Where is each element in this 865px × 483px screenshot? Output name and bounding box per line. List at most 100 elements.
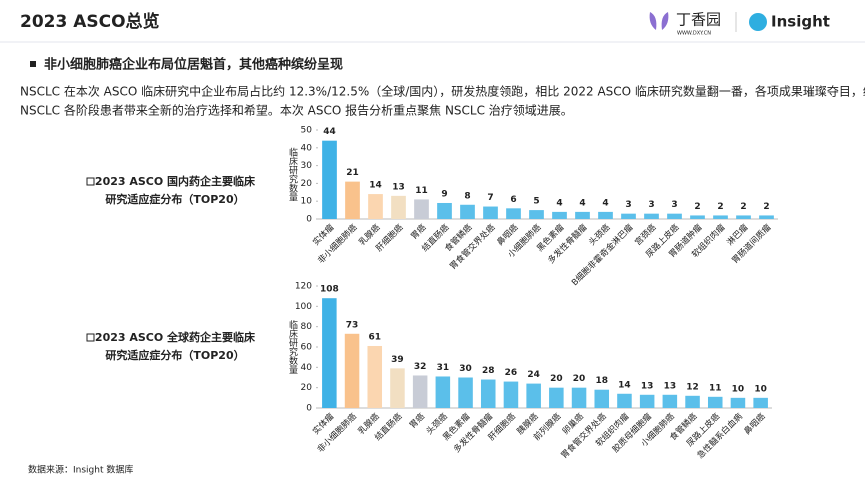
logo-url: WWW.DXY.CN (677, 31, 711, 37)
data-label: 13 (664, 381, 677, 391)
bar (414, 199, 429, 219)
data-label: 73 (346, 320, 359, 330)
data-label: 28 (482, 366, 495, 376)
data-label: 2 (694, 202, 700, 212)
bar (617, 393, 632, 408)
data-label: 10 (732, 384, 745, 394)
data-label: 108 (320, 285, 339, 295)
y-tick-label: 100 (295, 302, 312, 312)
data-label: 7 (487, 193, 493, 203)
data-label: 3 (625, 200, 631, 210)
subtitle: 非小细胞肺癌企业布局位居魁首，其他癌种缤纷呈现 (44, 57, 343, 73)
bar (639, 394, 655, 408)
chart-title: 2023 ASCO 国内药企主要临床 (95, 174, 256, 188)
data-label: 14 (618, 380, 631, 390)
data-label: 2 (740, 202, 746, 212)
data-label: 4 (579, 198, 585, 208)
data-label: 3 (648, 200, 654, 210)
bar (458, 377, 473, 408)
logo-icon (749, 13, 767, 31)
y-tick-label: 120 (295, 282, 312, 292)
bar (503, 381, 519, 408)
data-label: 2 (763, 202, 769, 212)
title-box (86, 177, 95, 186)
bar (571, 387, 587, 408)
bar (390, 368, 405, 408)
data-label: 4 (556, 198, 562, 208)
data-label: 4 (602, 198, 608, 208)
y-tick-label: 0 (306, 404, 312, 414)
data-label: 20 (550, 374, 563, 384)
y-tick-label: 60 (301, 343, 313, 353)
bar (368, 194, 383, 219)
bar (759, 215, 774, 219)
bar (460, 204, 475, 219)
data-label: 20 (573, 374, 586, 384)
data-label: 11 (415, 186, 428, 196)
bar (753, 397, 768, 408)
paragraph-line: NSCLC 在本次 ASCO 临床研究中企业布局占比约 12.3%/12.5%（… (20, 84, 865, 99)
data-label: 26 (505, 368, 518, 378)
y-tick-label: 20 (301, 179, 313, 189)
bar (594, 389, 610, 408)
data-label: 39 (391, 355, 404, 365)
bar (690, 215, 705, 219)
logo-dxy: 丁香园 WWW.DXY.CN (649, 11, 721, 37)
logo-text: 丁香园 (676, 11, 721, 29)
data-label: 12 (686, 382, 699, 392)
data-label: 10 (754, 384, 767, 394)
data-label: 31 (437, 363, 450, 373)
data-label: 2 (717, 202, 723, 212)
data-label: 61 (368, 332, 381, 342)
data-label: 30 (459, 364, 472, 374)
bar (345, 181, 360, 219)
data-label: 14 (369, 181, 382, 191)
bar (552, 211, 567, 219)
data-label: 18 (595, 376, 608, 386)
data-label: 5 (533, 197, 539, 207)
data-label: 13 (392, 182, 405, 192)
data-label: 6 (510, 195, 516, 205)
logo-insight: Insight (749, 13, 830, 31)
bar (529, 210, 544, 219)
data-label: 3 (671, 200, 677, 210)
y-tick-label: 10 (301, 197, 313, 207)
bar (667, 213, 682, 219)
data-label: 32 (414, 362, 427, 372)
y-tick-label: 40 (301, 143, 313, 153)
bullet (30, 61, 36, 67)
bar (621, 213, 636, 219)
chart-title: 研究适应症分布（TOP20） (105, 348, 244, 362)
data-label: 13 (641, 381, 654, 391)
bar (575, 211, 590, 219)
logo-icon (649, 12, 669, 30)
bar (526, 383, 541, 408)
bar (480, 379, 496, 408)
title-box (86, 333, 95, 342)
bar (506, 208, 521, 219)
bar (662, 394, 678, 408)
bar (736, 215, 751, 219)
data-label: 11 (709, 383, 722, 393)
bar (549, 387, 564, 408)
y-tick-label: 0 (306, 215, 312, 225)
bar (412, 375, 428, 408)
y-tick-label: 80 (301, 322, 313, 332)
data-label: 24 (527, 370, 540, 380)
y-axis-label: 临床研究数量 (287, 146, 298, 201)
slide-title: 2023 ASCO总览 (20, 11, 160, 32)
bar (483, 206, 498, 219)
bar (435, 376, 451, 408)
source: 数据来源：Insight 数据库 (28, 464, 133, 476)
y-tick-label: 40 (301, 363, 313, 373)
data-label: 21 (346, 168, 359, 178)
bar (713, 215, 728, 219)
bar (322, 140, 337, 219)
y-tick-label: 50 (301, 126, 313, 136)
data-label: 9 (441, 189, 447, 199)
bar (344, 333, 360, 408)
bar (685, 395, 700, 408)
data-label: 8 (464, 191, 470, 201)
bar (644, 213, 659, 219)
